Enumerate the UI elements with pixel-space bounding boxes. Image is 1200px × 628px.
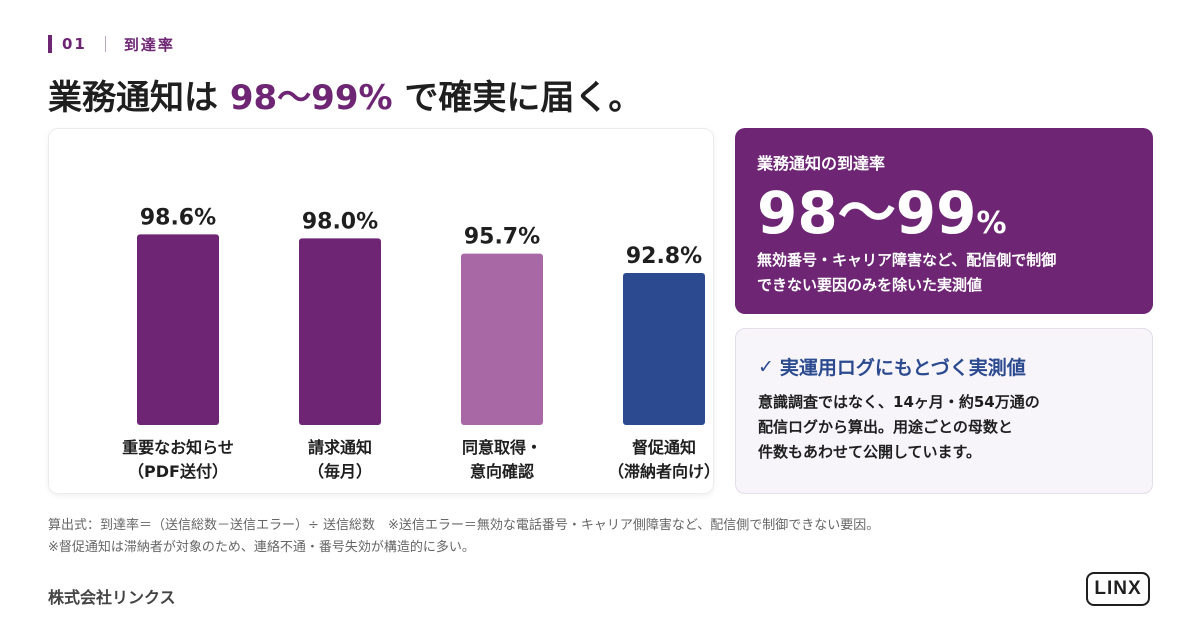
value-label-4: 92.8% — [626, 244, 702, 269]
section-divider — [104, 36, 106, 52]
bar-1 — [137, 234, 219, 425]
value-label-3: 95.7% — [464, 225, 540, 250]
section-marker — [48, 35, 52, 53]
summary-value: 98〜99% — [757, 184, 1131, 242]
category-label-2-1: 請求通知 — [308, 438, 372, 457]
evidence-panel: ✓ 実運用ログにもとづく実測値 意識調査ではなく、14ヶ月・約54万通の 配信ロ… — [735, 328, 1153, 494]
evidence-body: 意識調査ではなく、14ヶ月・約54万通の 配信ログから算出。用途ごとの母数と 件… — [758, 390, 1130, 465]
footnote: 算出式：到達率＝（送信総数－送信エラー）÷ 送信総数 ※送信エラー＝無効な電話番… — [48, 515, 879, 559]
bar-3 — [461, 253, 543, 425]
page-title: 業務通知は 98〜99% で確実に届く。 — [48, 70, 642, 119]
value-label-2: 98.0% — [302, 209, 378, 234]
company-name: 株式会社リンクス — [48, 588, 176, 607]
title-highlight: 98〜99% — [229, 78, 393, 118]
category-label-2-2: （毎月） — [308, 462, 372, 481]
evidence-line: 配信ログから算出。用途ごとの母数と — [758, 418, 1013, 436]
summary-panel: 業務通知の到達率 98〜99% 無効番号・キャリア障害など、配信側で制御 できな… — [735, 128, 1153, 314]
section-tag: 01 到達率 — [48, 34, 175, 54]
summary-desc-line: できない要因のみを除いた実測値 — [757, 276, 983, 294]
bar-4 — [623, 273, 705, 425]
evidence-title: ✓ 実運用ログにもとづく実測値 — [758, 353, 1130, 380]
title-suffix: で確実に届く。 — [392, 78, 643, 118]
linx-logo: LINX — [1086, 572, 1150, 606]
category-label-4-2: （滞納者向け） — [608, 462, 715, 481]
bar-chart: 98.6% 重要なお知らせ （PDF送付） 98.0% 請求通知 （毎月） 95.7% 同意取… — [122, 205, 715, 481]
value-label-1: 98.6% — [140, 205, 216, 230]
footnote-formula: 算出式：到達率＝（送信総数－送信エラー）÷ 送信総数 ※送信エラー＝無効な電話番… — [48, 518, 880, 533]
footnote-note: ※督促通知は滞納者が対象のため、連絡不通・番号失効が構造的に多い。 — [48, 540, 475, 555]
category-label-4-1: 督促通知 — [632, 438, 696, 457]
check-icon: ✓ — [758, 355, 774, 378]
section-number: 01 — [62, 35, 87, 53]
evidence-title-text: 実運用ログにもとづく実測値 — [779, 357, 1026, 379]
section-label: 到達率 — [123, 35, 175, 54]
summary-unit: % — [976, 206, 1007, 241]
category-label-1-2: （PDF送付） — [128, 462, 228, 481]
summary-description: 無効番号・キャリア障害など、配信側で制御 できない要因のみを除いた実測値 — [757, 248, 1131, 298]
chart-card: 98.6% 重要なお知らせ （PDF送付） 98.0% 請求通知 （毎月） 95.7% 同意取… — [48, 128, 715, 494]
summary-label: 業務通知の到達率 — [757, 154, 886, 173]
bar-2 — [299, 238, 381, 425]
evidence-line: 件数もあわせて公開しています。 — [758, 443, 982, 461]
summary-number: 98〜99 — [757, 179, 977, 247]
title-prefix: 業務通知は — [48, 78, 230, 118]
category-label-1-1: 重要なお知らせ — [122, 438, 234, 457]
summary-desc-line: 無効番号・キャリア障害など、配信側で制御 — [757, 251, 1057, 269]
evidence-line: 意識調査ではなく、14ヶ月・約54万通の — [758, 393, 1040, 411]
category-label-3-1: 同意取得・ — [462, 438, 542, 457]
category-label-3-2: 意向確認 — [470, 462, 534, 481]
